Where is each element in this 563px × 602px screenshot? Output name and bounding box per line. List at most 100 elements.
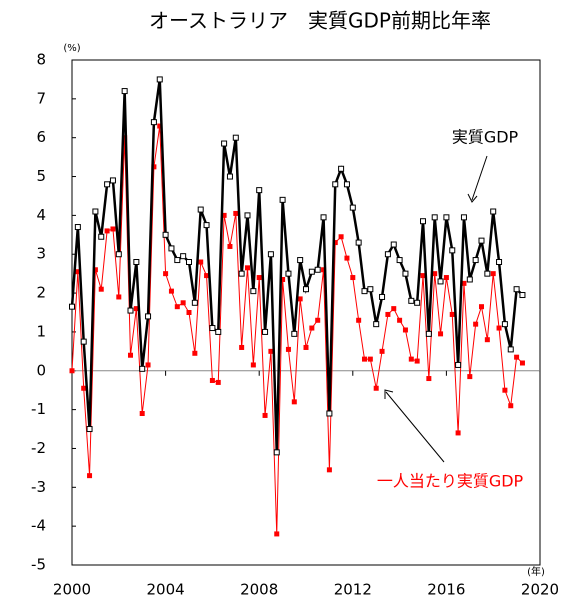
marker (438, 331, 444, 337)
marker (479, 304, 484, 310)
marker (502, 387, 508, 393)
marker (390, 241, 397, 248)
marker (268, 348, 274, 354)
marker (432, 271, 438, 277)
series-line (71, 125, 523, 534)
marker (204, 273, 210, 279)
marker (297, 296, 303, 302)
marker (180, 253, 187, 260)
marker (109, 177, 116, 184)
marker (478, 237, 485, 244)
marker (86, 426, 93, 433)
marker (262, 328, 269, 335)
marker (414, 299, 421, 306)
marker (150, 119, 157, 126)
marker (69, 303, 75, 310)
marker (397, 317, 403, 323)
marker (98, 233, 105, 240)
marker (514, 354, 520, 360)
marker (408, 297, 415, 304)
marker (127, 307, 134, 314)
y-tick-label: 5 (36, 167, 46, 185)
y-tick-label: 0 (36, 361, 46, 379)
marker (408, 356, 414, 362)
marker (110, 226, 116, 232)
marker (391, 306, 397, 312)
marker (356, 317, 362, 323)
marker (104, 181, 111, 188)
marker (174, 257, 181, 264)
y-tick-label: -3 (31, 478, 46, 496)
marker (291, 399, 297, 405)
marker (513, 286, 520, 293)
marker (274, 531, 280, 537)
marker (69, 368, 75, 374)
y-tick-label: 2 (36, 284, 46, 302)
y-tick-label: 4 (36, 206, 46, 224)
marker (308, 268, 315, 275)
marker (519, 360, 525, 366)
marker (215, 379, 221, 385)
marker (157, 123, 163, 129)
marker (186, 310, 192, 315)
marker (145, 313, 152, 320)
marker (116, 294, 122, 300)
marker (484, 337, 490, 343)
marker (373, 321, 380, 328)
marker (197, 206, 204, 213)
marker (484, 270, 491, 277)
marker (332, 240, 338, 246)
marker (245, 265, 250, 271)
marker (191, 299, 198, 306)
marker (139, 411, 145, 416)
marker (455, 361, 462, 368)
y-tick-label: 1 (36, 322, 46, 340)
marker (501, 321, 508, 328)
y-tick-label: -2 (31, 439, 46, 457)
marker (203, 222, 210, 229)
y-tick-label: 8 (36, 51, 46, 69)
y-tick-label: -4 (31, 517, 46, 535)
marker (384, 251, 391, 258)
x-unit-label: (年) (527, 565, 545, 578)
marker (379, 348, 385, 354)
marker (87, 473, 93, 479)
marker (379, 293, 386, 300)
marker (332, 181, 339, 188)
x-tick-label: 2012 (334, 581, 372, 599)
marker (239, 344, 245, 350)
marker (425, 330, 432, 337)
marker (344, 255, 350, 261)
arrow (385, 391, 445, 463)
marker (221, 140, 228, 147)
marker (92, 267, 98, 273)
marker (473, 321, 479, 327)
marker (343, 181, 350, 188)
marker (297, 257, 304, 264)
marker (250, 288, 257, 295)
x-tick-label: 2020 (521, 581, 559, 599)
marker (320, 214, 327, 221)
marker (186, 259, 192, 265)
marker (373, 385, 379, 391)
marker (262, 412, 268, 418)
arrow-head (467, 193, 478, 203)
marker (168, 288, 174, 294)
y-tick-label: 3 (36, 245, 46, 263)
chart-title: オーストラリア 実質GDP前期比年率 (149, 9, 491, 33)
plot-frame (71, 59, 541, 566)
marker (180, 300, 186, 306)
marker (139, 365, 146, 372)
marker (291, 330, 298, 337)
marker (507, 346, 514, 353)
marker (314, 266, 321, 273)
marker (508, 403, 514, 409)
marker (233, 210, 239, 216)
marker (226, 173, 233, 180)
marker (449, 311, 455, 317)
y-tick-label: -5 (31, 556, 46, 574)
arrow-head (384, 389, 394, 399)
marker (209, 377, 215, 383)
marker (338, 234, 344, 240)
